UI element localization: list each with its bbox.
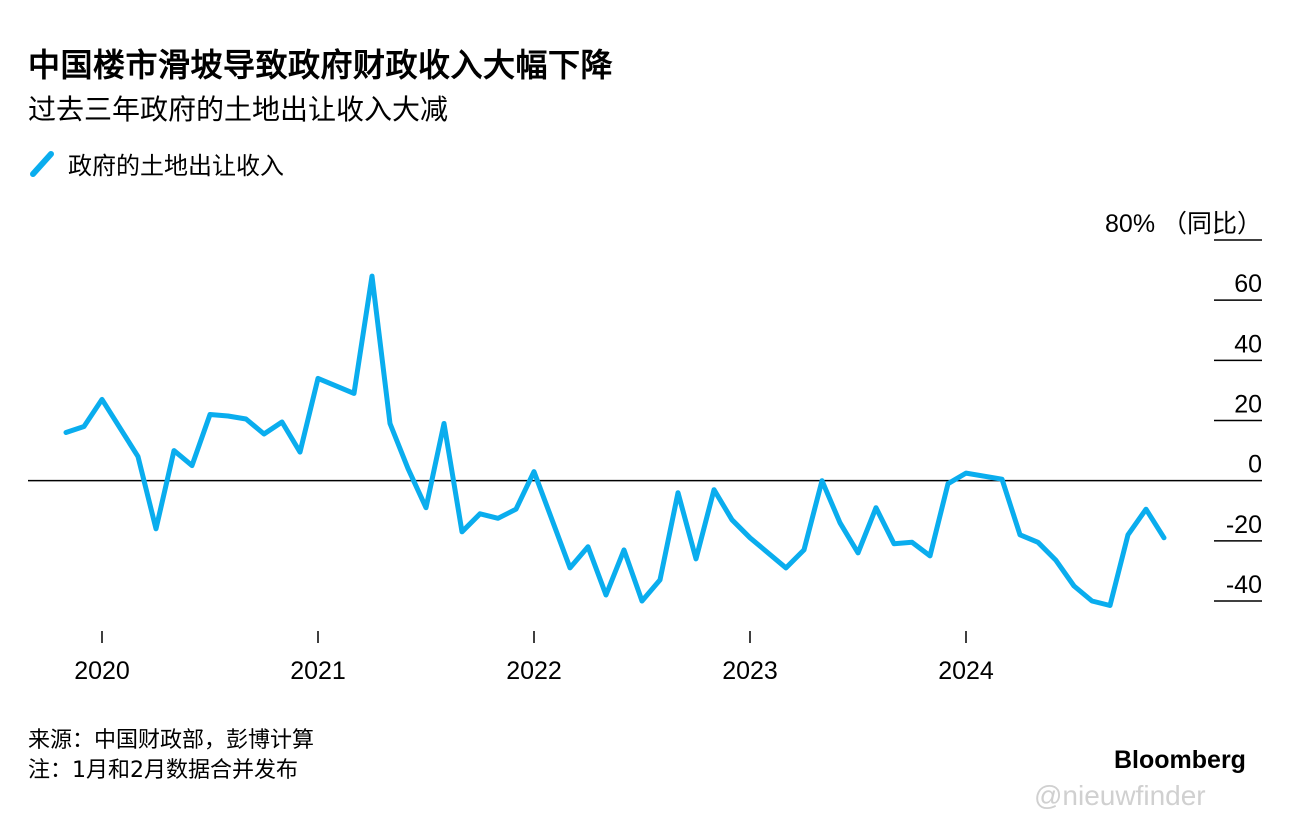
y-tick-label: 0 (1248, 451, 1262, 479)
y-tick-label: -40 (1226, 571, 1262, 599)
legend-swatch (30, 150, 54, 177)
data-note: 注：1月和2月数据合并发布 (28, 758, 298, 783)
x-tick-label: 2022 (506, 657, 562, 685)
y-tick-label: 20 (1234, 391, 1262, 419)
y-tick-label: 60 (1234, 270, 1262, 298)
x-tick-label: 2020 (74, 657, 130, 685)
chart-footer: 来源：中国财政部，彭博计算 注：1月和2月数据合并发布 (28, 726, 314, 786)
y-tick-label: 40 (1234, 330, 1262, 358)
watermark: @nieuwfinder (1034, 780, 1206, 811)
chart-subtitle: 过去三年政府的土地出让收入大减 (28, 93, 449, 126)
x-tick-label: 2021 (290, 657, 346, 685)
source-note: 来源：中国财政部，彭博计算 (28, 728, 315, 753)
legend: 政府的土地出让收入 (28, 146, 284, 181)
x-tick-label: 2023 (722, 657, 778, 685)
y-tick-label: 80% （同比） (1105, 210, 1262, 238)
chart-title: 中国楼市滑坡导致政府财政收入大幅下降 (28, 46, 614, 84)
x-tick-label: 2024 (938, 657, 994, 685)
y-tick-label: -20 (1226, 511, 1262, 539)
bloomberg-logo: Bloomberg (1114, 746, 1246, 774)
series-line (63, 273, 1167, 608)
legend-label: 政府的土地出让收入 (68, 152, 284, 180)
